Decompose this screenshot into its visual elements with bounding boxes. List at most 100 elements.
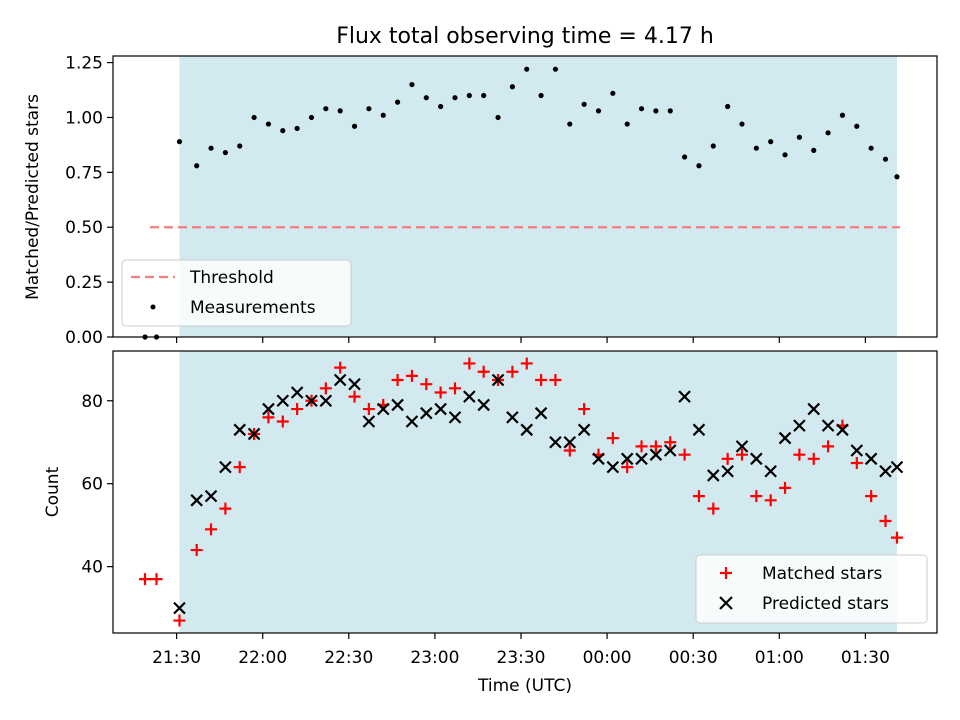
matched-star-point [448,382,461,395]
measurement-point [882,156,889,162]
measurement-point [681,154,688,160]
matched-star-point [434,386,447,399]
measurement-point [452,95,458,101]
matched-star-point [721,452,734,465]
x-tick-label: 23:00 [410,648,459,668]
matched-star-point [190,544,203,557]
measurement-point [538,92,544,99]
y-tick-label: 1.25 [65,54,103,74]
measurement-point [366,106,372,112]
matched-star-point [150,573,163,586]
matched-star-point [707,502,720,515]
y-tick-label: 80 [81,392,103,412]
predicted-star-point [750,452,763,466]
matched-star-point [779,481,792,494]
predicted-star-point [879,464,892,478]
top-legend: Threshold Measurements [121,259,352,327]
bottom-points [139,357,904,627]
predicted-star-point [606,460,620,474]
measurement-point [208,145,214,151]
predicted-star-point [463,390,476,403]
matched-star-point [793,448,806,461]
measurement-point [638,106,645,112]
measurement-point [595,108,602,114]
matched-star-point [405,369,418,382]
bottom-legend-box [695,554,928,624]
matched-star-point [578,403,591,416]
predicted-star-point [333,373,347,387]
measurement-point [782,152,788,158]
matched-star-point [865,490,878,503]
matched-star-point [692,490,705,503]
x-tick-label: 22:30 [324,648,373,668]
predicted-star-point [362,415,376,428]
x-tick-label: 00:30 [669,648,718,668]
measurement-point [423,95,429,101]
matched-star-point [764,494,777,507]
predicted-star-point [778,431,792,445]
measurement-point [796,134,802,140]
matched-star-point [678,448,691,461]
measurement-point [667,108,673,114]
top-y-axis-label: Matched/Predicted stars [23,94,43,300]
measurement-point [825,130,831,136]
measurement-point [294,125,300,132]
measurement-point [854,123,860,129]
matched-star-point [549,374,562,387]
measurement-point [725,103,731,110]
predicted-star-point [620,452,634,466]
measurement-point [280,128,286,134]
measurement-point [753,145,759,151]
matched-star-point [535,374,548,387]
measurement-point [894,174,900,180]
matched-star-point [205,523,218,536]
measurement-point [237,143,243,149]
top-legend-box [121,259,352,327]
top-y-ticks: 0.00 0.25 0.50 0.75 1.00 1.25 [65,54,113,348]
top-axes-frame [112,55,938,338]
measurement-point [251,114,257,121]
top-x-ticks [176,337,867,343]
matched-star-point [890,531,903,544]
matched-star-point [506,365,519,378]
x-axis-label: Time (UTC) [477,676,572,696]
predicted-star-point [204,489,218,503]
predicted-star-point [678,390,691,403]
x-tick-label: 01:30 [841,648,890,668]
matched-star-point [262,411,275,424]
measurement-point [868,145,874,151]
matched-star-point [219,502,232,515]
bottom-axes-frame [112,350,938,634]
bottom-y-ticks: 40 60 80 [81,392,113,578]
matched-star-point [822,440,835,453]
predicted-star-point [807,402,821,416]
matched-star-point [649,440,662,453]
x-tick-label: 21:30 [152,648,201,668]
measurement-point [337,108,343,114]
predicted-star-point [836,423,849,437]
bottom-legend: Matched stars Predicted stars [695,554,928,624]
measurement-point [194,163,200,169]
measurement-point [495,114,501,121]
predicted-star-point [420,406,433,420]
matched-star-point [391,374,404,387]
predicted-star-point [391,398,404,412]
measurement-point [739,121,745,127]
predicted-star-point [864,452,878,466]
y-tick-label: 0.75 [65,163,103,183]
measurement-point [696,163,702,169]
matched-star-point [750,490,763,503]
predicted-star-point [821,419,835,432]
predicted-star-point [173,601,186,615]
predicted-star-point [850,444,864,457]
predicted-star-point [348,377,361,391]
y-tick-label: 0.50 [65,218,103,238]
measurements-legend-label: Measurements [190,298,316,318]
measurement-point [222,149,228,156]
measurement-point [308,114,315,121]
matched-star-point [606,432,619,445]
measurement-point [323,106,329,112]
predicted-star-point [592,452,605,466]
measurement-point [351,123,358,129]
